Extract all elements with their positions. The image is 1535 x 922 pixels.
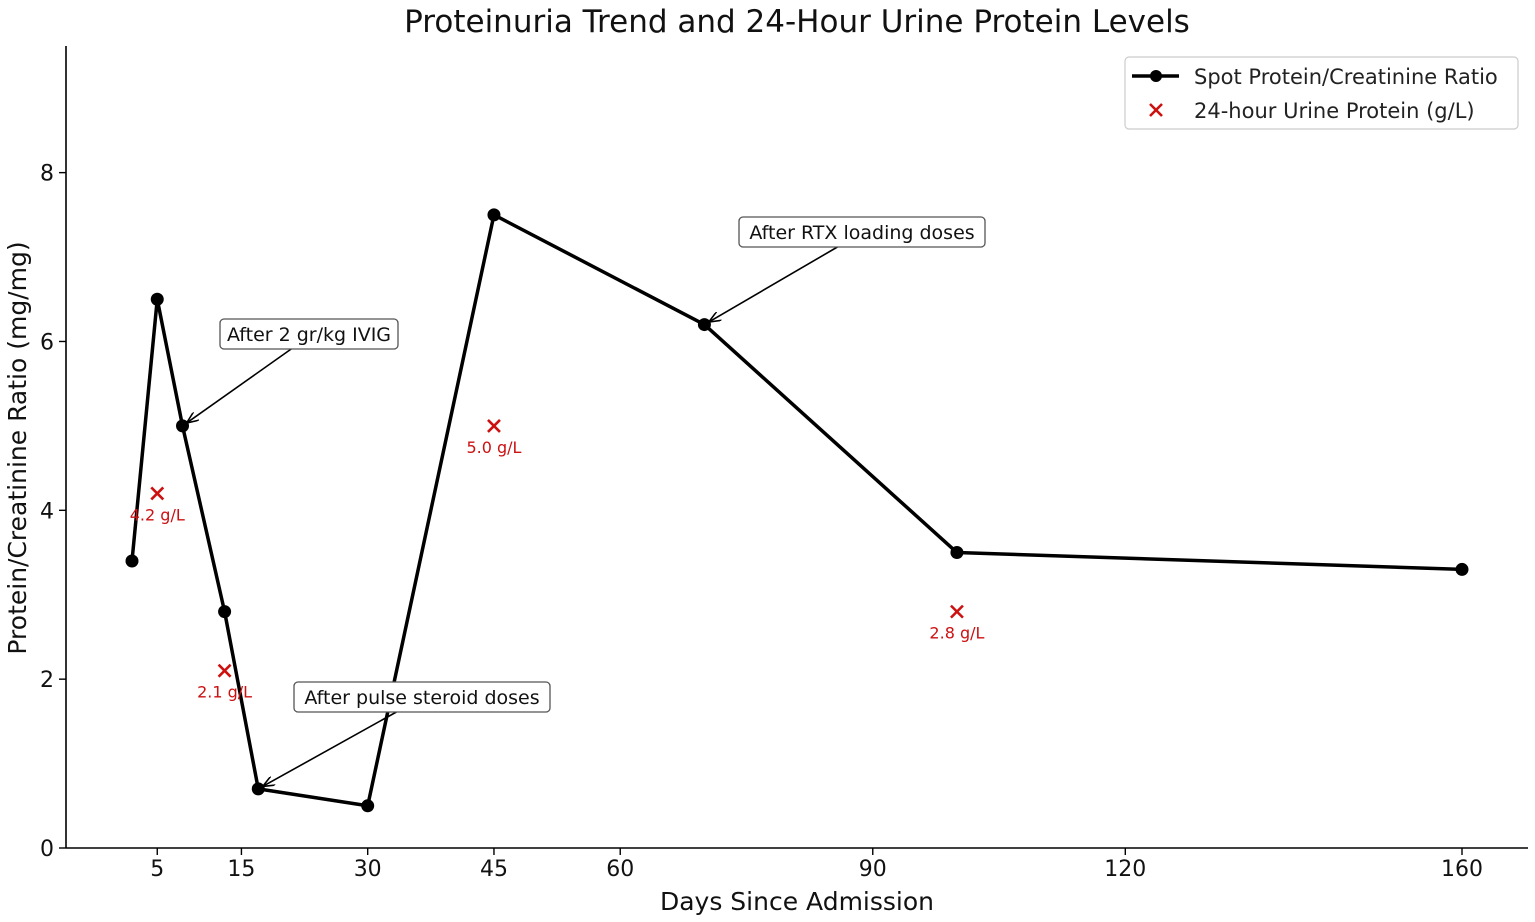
legend-label: Spot Protein/Creatinine Ratio [1194, 65, 1498, 89]
x-marker-stroke [487, 418, 501, 433]
series-layer: 4.2 g/L 2.1 g/L 5.0 g/L 2.8 g/L [125, 208, 1469, 813]
data-point [150, 292, 164, 306]
y-axis-label: Protein/Creatinine Ratio (mg/mg) [3, 241, 32, 654]
x-marker [150, 486, 165, 501]
annotation-box [293, 681, 551, 713]
data-label: 5.0 g/L [466, 438, 521, 457]
axes: 5 15 30 45 60 90 120 160 0 2 4 6 8 [40, 46, 1528, 882]
x-tick-label: 160 [1441, 857, 1483, 882]
x-tick-label: 15 [227, 857, 255, 882]
y-tick-label: 6 [40, 330, 54, 355]
x-axis-label: Days Since Admission [660, 887, 934, 916]
annotation-box [219, 318, 399, 350]
legend-x-swatch [1149, 103, 1163, 117]
y-tick-label: 0 [40, 837, 54, 862]
y-tick-label: 4 [40, 499, 54, 524]
data-point [251, 782, 265, 796]
data-point [1455, 562, 1469, 576]
data-point [125, 554, 139, 568]
x-marker [950, 604, 964, 619]
annotation-arrow [264, 711, 397, 786]
legend-frame [1124, 56, 1519, 130]
x-tick-label: 45 [480, 857, 508, 882]
x-tick-label: 60 [606, 857, 634, 882]
annotation-text: After RTX loading doses [749, 222, 974, 244]
legend: Spot Protein/Creatinine Ratio 24-hour Uri… [1124, 56, 1519, 130]
data-point [361, 799, 375, 813]
x-marker-stroke [150, 486, 165, 501]
data-point [950, 546, 964, 560]
data-label: 4.2 g/L [130, 505, 185, 524]
x-marker [217, 663, 232, 678]
data-point [218, 605, 232, 619]
x-marker [487, 418, 501, 433]
y-tick-label: 2 [40, 668, 54, 693]
data-point [697, 318, 711, 332]
data-point [176, 419, 190, 433]
data-point [487, 208, 501, 222]
x-tick-label: 90 [859, 857, 887, 882]
x-marker-stroke [950, 604, 964, 619]
x-tick-label: 30 [354, 857, 382, 882]
x-tick-label: 5 [150, 857, 164, 882]
annotation-text: After pulse steroid doses [304, 687, 539, 709]
annotation-arrow [710, 246, 838, 322]
annotation-arrow [187, 348, 292, 422]
annotations: After 2 gr/kg IVIG After pulse steroid do… [187, 216, 986, 786]
legend-label: 24-hour Urine Protein (g/L) [1194, 99, 1475, 123]
data-label: 2.1 g/L [197, 683, 252, 702]
annotation-text: After 2 gr/kg IVIG [227, 324, 391, 346]
series-line [130, 213, 1463, 808]
y-tick-label: 8 [40, 162, 54, 187]
legend-marker-swatch [1150, 70, 1162, 82]
x-marker-stroke [217, 663, 232, 678]
chart-title: Proteinuria Trend and 24-Hour Urine Prot… [404, 4, 1190, 40]
x-tick-label: 120 [1104, 857, 1146, 882]
annotation-box [738, 216, 986, 248]
data-label: 2.8 g/L [929, 624, 984, 643]
